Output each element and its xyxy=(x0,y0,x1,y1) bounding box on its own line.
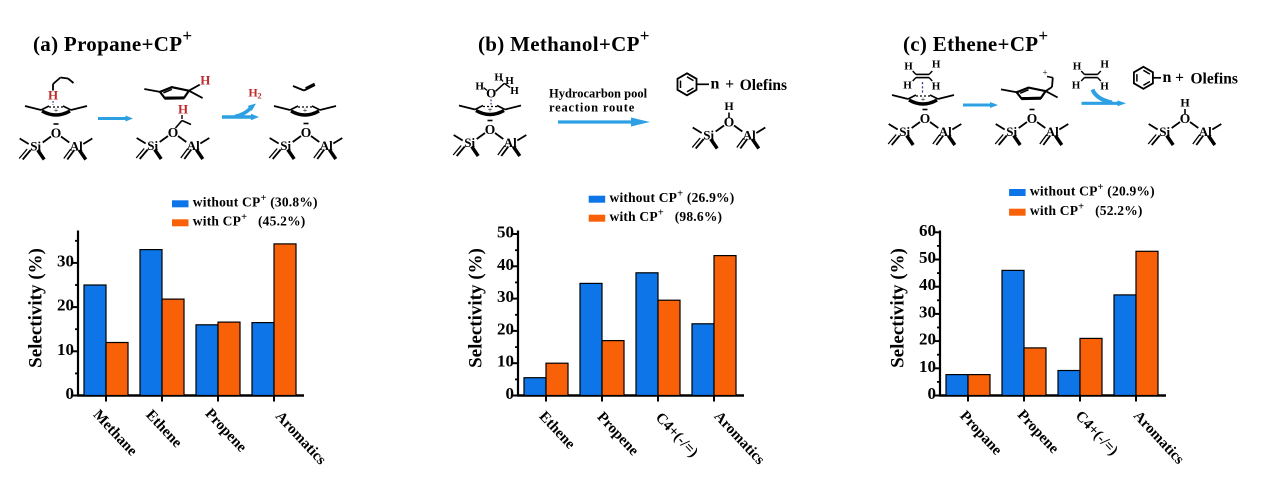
svg-text:20: 20 xyxy=(919,330,936,349)
svg-text:H: H xyxy=(1073,61,1082,73)
svg-text:O: O xyxy=(920,111,931,126)
svg-text:Hydrocarbon pool: Hydrocarbon pool xyxy=(549,87,648,101)
svg-text:Selectivity (%): Selectivity (%) xyxy=(26,248,47,368)
svg-text:+: + xyxy=(54,106,59,115)
svg-text:H: H xyxy=(932,58,941,70)
svg-text:+: + xyxy=(488,106,493,115)
svg-text:2: 2 xyxy=(257,91,261,101)
svg-text:n: n xyxy=(1163,69,1172,86)
svg-text:H: H xyxy=(932,81,941,93)
svg-text:H: H xyxy=(475,81,484,93)
svg-text:50: 50 xyxy=(497,223,514,242)
svg-text:H: H xyxy=(1100,81,1109,93)
svg-text:30: 30 xyxy=(497,287,514,306)
svg-text:40: 40 xyxy=(919,275,936,294)
svg-text:+: + xyxy=(1175,69,1184,86)
svg-text:O: O xyxy=(485,122,496,137)
svg-text:reaction route: reaction route xyxy=(549,101,635,115)
svg-text:O: O xyxy=(301,125,312,140)
svg-text:20: 20 xyxy=(57,296,74,315)
svg-text:0: 0 xyxy=(66,384,75,403)
svg-text:without CP+ (30.8%): without CP+ (30.8%) xyxy=(193,193,318,210)
svg-text:0: 0 xyxy=(928,384,937,403)
svg-text:Olefins: Olefins xyxy=(1191,70,1238,87)
svg-text:Selectivity (%): Selectivity (%) xyxy=(888,248,909,368)
svg-text:with CP+ (98.6%): with CP+ (98.6%) xyxy=(610,208,723,225)
svg-text:0: 0 xyxy=(506,384,515,403)
svg-text:+: + xyxy=(303,106,308,115)
svg-text:O: O xyxy=(51,126,62,141)
svg-text:10: 10 xyxy=(497,352,514,371)
svg-text:without CP+ (26.9%): without CP+ (26.9%) xyxy=(610,189,735,206)
svg-text:+: + xyxy=(725,76,734,93)
svg-text:H: H xyxy=(510,85,519,97)
svg-text:50: 50 xyxy=(919,248,936,267)
svg-text:40: 40 xyxy=(497,255,514,274)
svg-text:30: 30 xyxy=(919,302,936,321)
svg-text:10: 10 xyxy=(919,357,936,376)
svg-text:+: + xyxy=(921,95,926,104)
svg-text:H: H xyxy=(1180,96,1190,110)
svg-text:with CP+ (45.2%): with CP+ (45.2%) xyxy=(193,212,306,229)
svg-text:Selectivity (%): Selectivity (%) xyxy=(466,248,487,368)
svg-text:Olefins: Olefins xyxy=(740,77,787,94)
svg-text:n: n xyxy=(711,76,720,93)
svg-text:H: H xyxy=(200,73,210,88)
svg-text:O: O xyxy=(1027,111,1038,126)
svg-text:30: 30 xyxy=(57,251,74,270)
svg-text:H: H xyxy=(904,61,913,73)
svg-text:with CP+ (52.2%): with CP+ (52.2%) xyxy=(1030,202,1143,219)
svg-text:H: H xyxy=(1072,79,1081,91)
svg-text:60: 60 xyxy=(919,221,936,240)
svg-text:H: H xyxy=(724,99,734,113)
svg-text:H: H xyxy=(178,102,188,117)
svg-text:20: 20 xyxy=(497,319,514,338)
svg-text:O: O xyxy=(486,86,496,101)
svg-text:H: H xyxy=(903,79,912,91)
svg-text:H: H xyxy=(1100,58,1109,70)
svg-text:without CP+ (20.9%): without CP+ (20.9%) xyxy=(1030,182,1155,199)
svg-text:H: H xyxy=(494,72,503,84)
svg-text:10: 10 xyxy=(57,340,74,359)
svg-text:+: + xyxy=(1042,68,1047,78)
